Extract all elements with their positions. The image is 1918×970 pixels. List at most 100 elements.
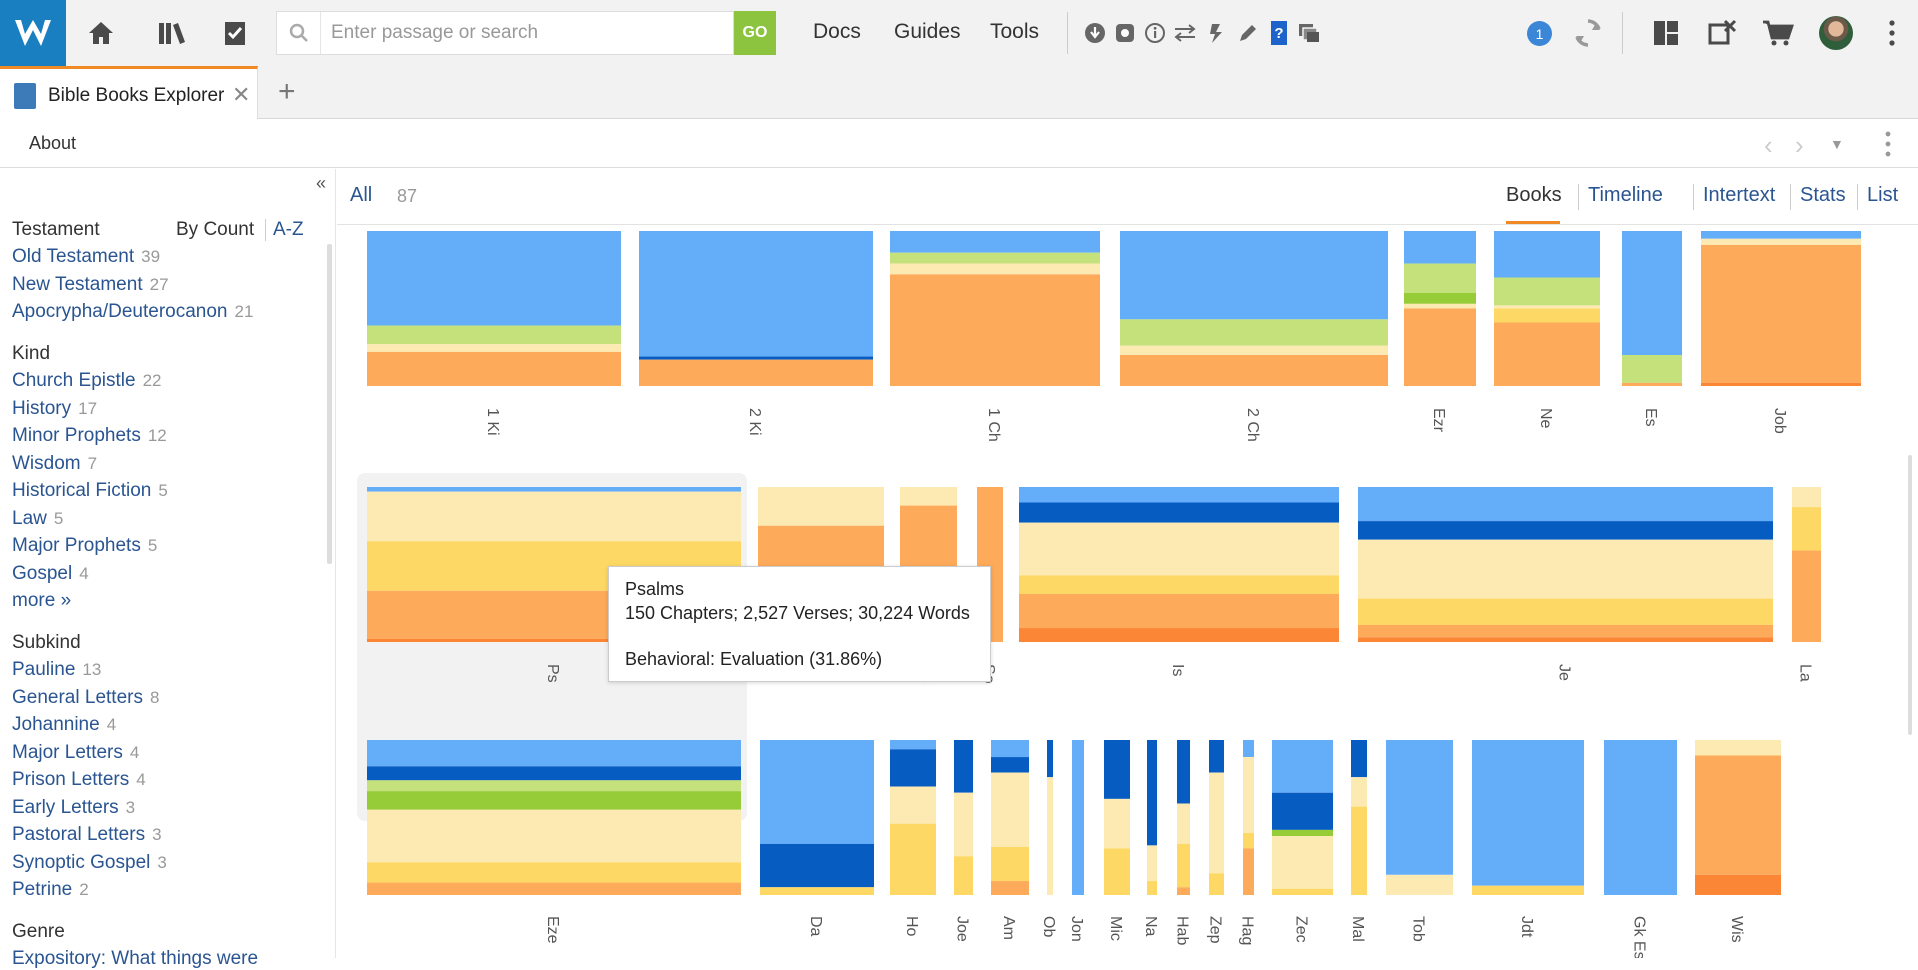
book-bar[interactable] (760, 740, 874, 895)
facet-item-testament[interactable]: New Testament 27 (12, 274, 169, 296)
highlight-icon[interactable] (1205, 21, 1229, 45)
menu-docs[interactable]: Docs (813, 20, 861, 43)
book-bar[interactable] (1622, 231, 1682, 386)
facet-item-subkind[interactable]: General Letters 8 (12, 687, 159, 709)
cart-icon[interactable] (1759, 14, 1797, 52)
book-label: Jdt (1518, 916, 1535, 938)
facet-item-kind[interactable]: Law 5 (12, 508, 63, 530)
pen-icon[interactable] (1236, 21, 1260, 45)
facet-item-subkind[interactable]: Petrine 2 (12, 879, 89, 901)
book-bar[interactable] (1604, 740, 1677, 895)
close-panels-icon[interactable] (1703, 14, 1741, 52)
book-bar[interactable] (1104, 740, 1130, 895)
facet-item-genre[interactable]: Expository: What things were (12, 948, 258, 970)
facet-item-kind[interactable]: Minor Prophets 12 (12, 425, 167, 447)
facet-item-subkind[interactable]: Synoptic Gospel 3 (12, 852, 167, 874)
toolbar-divider (1067, 12, 1068, 54)
tab-books[interactable]: Books (1506, 184, 1562, 206)
download-icon[interactable] (1083, 21, 1107, 45)
facet-item-kind[interactable]: Major Prophets 5 (12, 535, 157, 557)
book-bar[interactable] (1472, 740, 1584, 895)
book-bar[interactable] (1177, 740, 1190, 895)
more-menu-icon[interactable] (1873, 14, 1911, 52)
sort-az-button[interactable]: A-Z (265, 219, 304, 241)
main-scrollbar[interactable] (1908, 455, 1912, 735)
parallel-icon[interactable] (1173, 21, 1197, 45)
book-bar[interactable] (1351, 740, 1367, 895)
facet-item-kind[interactable]: History 17 (12, 398, 97, 420)
layout-icon[interactable] (1647, 14, 1685, 52)
book-bar[interactable] (890, 740, 936, 895)
facet-item-kind[interactable]: Historical Fiction 5 (12, 480, 168, 502)
book-bar[interactable] (367, 740, 741, 895)
facet-item-kind[interactable]: Gospel 4 (12, 563, 89, 585)
book-bar[interactable] (1072, 740, 1084, 895)
tab-bible-books-explorer[interactable]: Bible Books Explorer ✕ (0, 66, 258, 119)
facet-item-testament[interactable]: Old Testament 39 (12, 246, 160, 268)
facet-more-link[interactable]: more » (12, 590, 72, 611)
bar-segment (1272, 792, 1333, 830)
book-bar[interactable] (1386, 740, 1453, 895)
book-bar[interactable] (1147, 740, 1157, 895)
facet-item-subkind[interactable]: Pauline 13 (12, 659, 101, 681)
sync-icon[interactable] (1569, 14, 1607, 52)
add-tab-icon[interactable]: + (278, 75, 296, 108)
notification-badge[interactable]: 1 (1527, 21, 1552, 46)
book-bar[interactable] (1695, 740, 1781, 895)
book-bar[interactable] (890, 231, 1100, 386)
book-bar[interactable] (1358, 487, 1773, 642)
facet-item-kind[interactable]: Wisdom 7 (12, 453, 97, 475)
collapse-sidebar-icon[interactable]: « (316, 173, 327, 193)
search-input[interactable] (321, 13, 733, 53)
facet-item-subkind[interactable]: Johannine 4 (12, 714, 116, 736)
book-bar[interactable] (367, 231, 621, 386)
book-bar[interactable] (1494, 231, 1600, 386)
history-dropdown-icon[interactable]: ▼ (1830, 136, 1844, 152)
book-bar[interactable] (1209, 740, 1224, 895)
logos-logo[interactable] (0, 0, 66, 66)
about-link[interactable]: About (29, 133, 77, 153)
facet-item-kind[interactable]: Church Epistle 22 (12, 370, 161, 392)
sort-by-count-button[interactable]: By Count (176, 219, 255, 240)
book-bar[interactable] (1120, 231, 1388, 386)
avatar[interactable] (1819, 16, 1853, 50)
help-icon[interactable]: ? (1267, 21, 1291, 45)
tab-timeline[interactable]: Timeline (1588, 184, 1663, 206)
book-bar[interactable] (1019, 487, 1339, 642)
info-icon[interactable] (1143, 21, 1167, 45)
book-bar[interactable] (1701, 231, 1861, 386)
windows-icon[interactable] (1297, 21, 1321, 45)
panel-menu-icon[interactable] (1884, 130, 1892, 163)
book-bar[interactable] (1792, 487, 1821, 642)
go-button[interactable]: GO (734, 11, 776, 55)
tab-list[interactable]: List (1867, 184, 1899, 206)
tasks-icon[interactable] (216, 14, 254, 52)
tab-stats[interactable]: Stats (1800, 184, 1846, 206)
bar-segment (1472, 740, 1584, 886)
facet-item-subkind[interactable]: Pastoral Letters 3 (12, 824, 162, 846)
menu-guides[interactable]: Guides (894, 20, 961, 43)
home-icon[interactable] (82, 14, 120, 52)
facet-item-subkind[interactable]: Major Letters 4 (12, 742, 139, 764)
facet-item-count: 8 (149, 687, 160, 707)
sidebar-scrollbar[interactable] (327, 244, 332, 564)
sync-settings-icon[interactable] (1113, 21, 1137, 45)
tab-intertext[interactable]: Intertext (1703, 184, 1776, 206)
book-bar[interactable] (1243, 740, 1254, 895)
book-bar[interactable] (1047, 740, 1053, 895)
back-icon[interactable]: ‹ (1764, 130, 1773, 160)
filter-all-link[interactable]: All (350, 184, 373, 206)
facet-item-subkind[interactable]: Early Letters 3 (12, 797, 135, 819)
close-icon[interactable]: ✕ (232, 82, 251, 107)
library-icon[interactable] (153, 14, 191, 52)
facet-item-subkind[interactable]: Prison Letters 4 (12, 769, 146, 791)
forward-icon[interactable]: › (1795, 130, 1804, 160)
book-bar[interactable] (954, 740, 973, 895)
book-bar[interactable] (1272, 740, 1333, 895)
menu-tools[interactable]: Tools (990, 20, 1040, 43)
book-bar[interactable] (991, 740, 1029, 895)
search-box[interactable] (276, 11, 734, 55)
facet-item-testament[interactable]: Apocrypha/Deuterocanon 21 (12, 301, 253, 323)
book-bar[interactable] (639, 231, 873, 386)
book-bar[interactable] (1404, 231, 1476, 386)
